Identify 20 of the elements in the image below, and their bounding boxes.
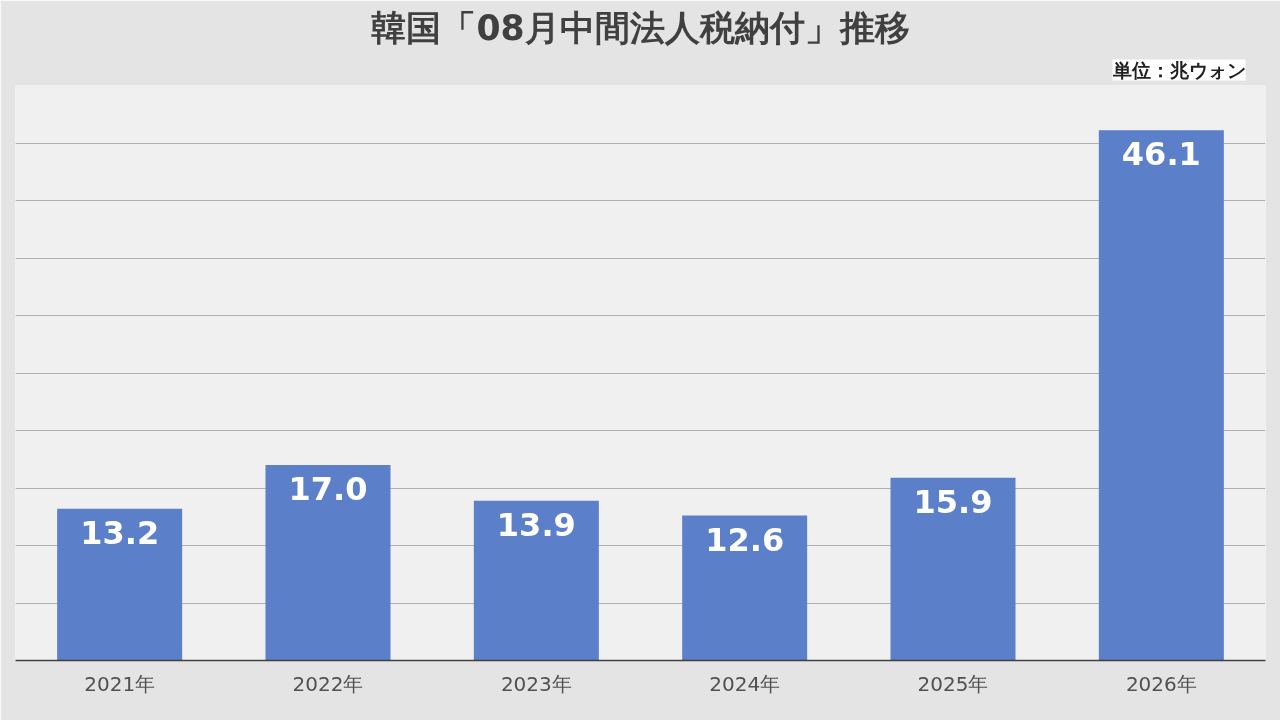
x-tick-label: 2026年 (1125, 671, 1197, 696)
x-tick-label: 2025年 (917, 671, 989, 696)
data-label: 13.9 (496, 505, 576, 544)
data-label: 15.9 (913, 482, 993, 521)
bar (473, 500, 599, 661)
bar (57, 508, 183, 661)
data-label: 17.0 (288, 470, 368, 508)
data-label: 46.1 (1121, 135, 1201, 174)
bar (890, 477, 1016, 661)
x-tick-label: 2023年 (500, 671, 572, 696)
data-label: 12.6 (705, 520, 785, 559)
x-tick-label: 2024年 (709, 671, 781, 696)
bar (265, 465, 391, 661)
bar (1098, 130, 1224, 661)
text: 単位：兆ウォン (1111, 59, 1246, 81)
x-tick-label: 2021年 (84, 671, 156, 696)
x-tick-label: 2022年 (292, 671, 364, 696)
data-label: 13.2 (80, 513, 160, 552)
chart-title: 韓国「08月中間法人税納付」推移 (371, 7, 910, 48)
bar (682, 515, 808, 661)
